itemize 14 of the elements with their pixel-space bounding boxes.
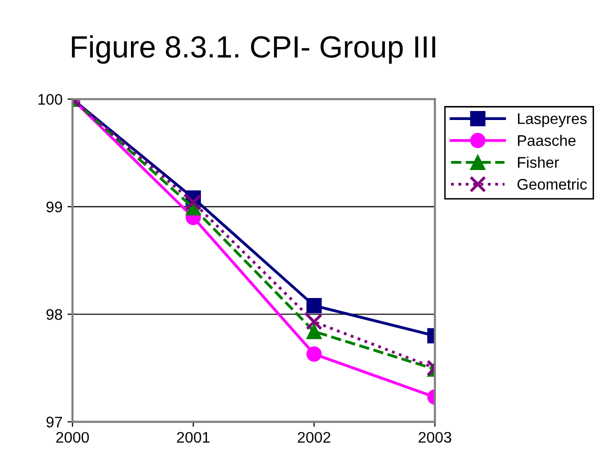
x-tick-label: 2001 (177, 432, 210, 443)
y-tick-label: 99 (46, 202, 62, 212)
y-tick-label: 98 (46, 309, 62, 320)
x-tick-label: 2002 (298, 432, 330, 443)
x-tick-label: 2000 (56, 432, 89, 443)
legend-label: Fisher (518, 156, 559, 168)
y-tick-label: 97 (46, 416, 62, 428)
legend-label: Paasche (518, 134, 576, 146)
legend-label: Geometric (518, 178, 587, 190)
point (184, 194, 202, 211)
legend-label: Laspeyres (518, 113, 587, 128)
chart-title: Figure 8.3.1. CPI- Group III (72, 35, 436, 64)
y-tick-label: 100 (38, 94, 62, 105)
x-tick-label: 2003 (418, 432, 452, 443)
